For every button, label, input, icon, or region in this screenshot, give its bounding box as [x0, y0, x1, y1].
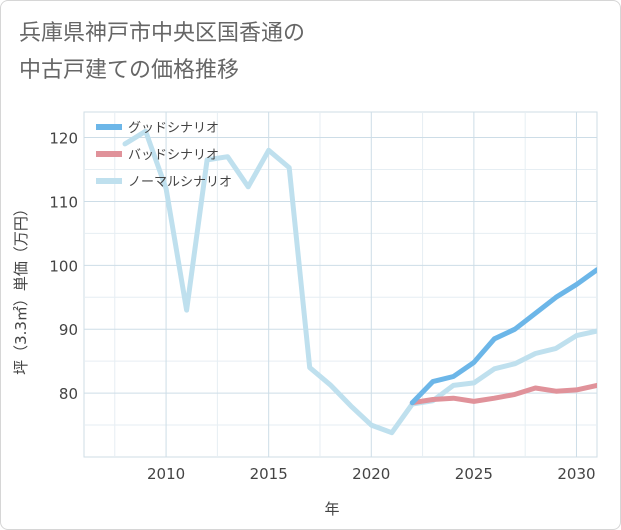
title-line-2: 中古戸建ての価格推移 [19, 58, 240, 83]
tick-labels: 2010 2015 2020 2025 2030 80 90 100 110 120 [49, 130, 595, 483]
y-tick-label: 120 [49, 130, 78, 148]
legend-label: ノーマルシナリオ [128, 175, 232, 190]
y-tick-label: 90 [59, 321, 78, 339]
x-tick-label: 2030 [557, 465, 595, 483]
x-tick-label: 2010 [147, 465, 185, 483]
chart-title: 兵庫県神戸市中央区国香通の 中古戸建ての価格推移 [19, 15, 305, 89]
y-tick-label: 100 [49, 257, 78, 275]
series-lines [122, 128, 597, 436]
y-axis-label: 坪（3.3㎡）単価（万円） [12, 201, 30, 375]
title-line-1: 兵庫県神戸市中央区国香通の [19, 21, 306, 46]
series-line-1 [409, 382, 597, 406]
grid [83, 111, 598, 458]
plot-frame [83, 111, 598, 458]
y-tick-label: 80 [59, 385, 78, 403]
legend-label: グッドシナリオ [128, 121, 219, 136]
x-tick-label: 2020 [352, 465, 390, 483]
x-tick-label: 2015 [250, 465, 288, 483]
series-line-2 [122, 128, 597, 436]
y-tick-label: 110 [49, 193, 78, 211]
x-tick-label: 2025 [455, 465, 493, 483]
series-line-0 [409, 267, 597, 406]
legend-label: バッドシナリオ [128, 148, 219, 163]
x-axis-label: 年 [324, 500, 339, 518]
